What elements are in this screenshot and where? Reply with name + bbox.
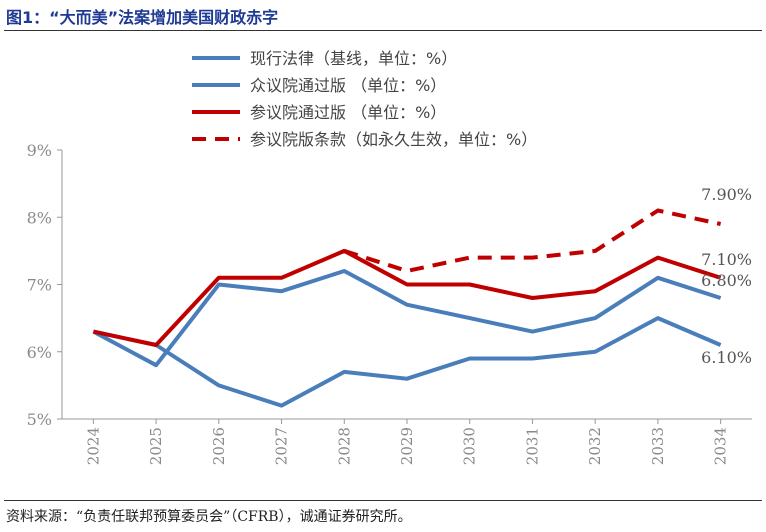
y-tick-label: 9% (27, 141, 52, 160)
source-note: 资料来源：“负责任联邦预算委员会”（CFRB），诚通证券研究所。 (6, 509, 412, 525)
top-rule (4, 30, 762, 31)
legend-label-3: 参议院通过版 （单位：%） (250, 103, 446, 122)
chart-legend: 现行法律（基线，单位：%） 众议院通过版 （单位：%） 参议院通过版 （单位：%） 参… (192, 49, 537, 149)
legend-label-1: 现行法律（基线，单位：%） (250, 49, 457, 68)
x-tick-label: 2033 (649, 427, 667, 465)
y-tick-label: 8% (27, 208, 52, 227)
y-tick-label: 5% (27, 410, 52, 429)
x-tick-label: 2030 (461, 427, 479, 465)
deficit-line-chart: 5% 6% 7% 8% 9% 2024 2025 2026 2027 2028 2029 2030 20… (27, 49, 752, 465)
series-line-2 (92, 269, 722, 368)
chart-axes: 5% 6% 7% 8% 9% 2024 2025 2026 2027 2028 2029 2030 20… (27, 141, 752, 465)
series-line-3 (92, 248, 722, 347)
legend-label-2: 众议院通过版 （单位：%） (250, 76, 446, 95)
series-line-4 (343, 208, 722, 273)
bottom-rule (4, 500, 762, 501)
chart-series (92, 208, 722, 408)
x-tick-label: 2034 (712, 427, 730, 465)
x-tick-label: 2025 (147, 427, 165, 465)
y-tick-label: 7% (27, 276, 52, 295)
x-tick-label: 2024 (84, 427, 102, 465)
end-label-1: 7.90% (701, 185, 752, 204)
end-label-3: 6.80% (701, 271, 752, 290)
legend-label-4: 参议院版条款（如永久生效，单位：%） (250, 130, 537, 149)
figure-title: 图1：“大而美”法案增加美国财政赤字 (6, 8, 279, 27)
x-tick-label: 2027 (273, 427, 291, 465)
y-tick-label: 6% (27, 343, 52, 362)
end-label-2: 7.10% (701, 250, 752, 269)
x-tick-label: 2031 (523, 427, 541, 465)
x-tick-label: 2028 (335, 427, 353, 465)
x-tick-label: 2029 (398, 427, 416, 465)
series-line-1 (92, 316, 722, 408)
x-tick-label: 2032 (586, 427, 604, 465)
x-tick-label: 2026 (210, 427, 228, 465)
chart-end-labels: 7.90% 7.10% 6.80% 6.10% (701, 185, 752, 367)
end-label-4: 6.10% (701, 348, 752, 367)
